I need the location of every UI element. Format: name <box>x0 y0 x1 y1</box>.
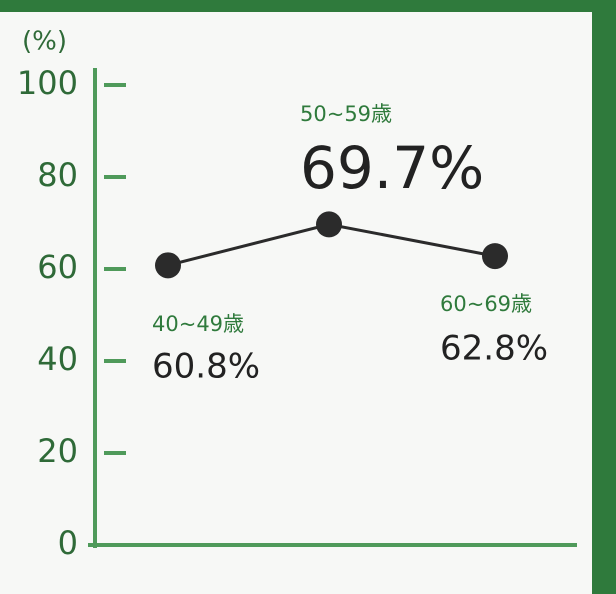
point <box>155 252 181 279</box>
value-label: 69.7% <box>300 134 484 202</box>
frame-right <box>592 0 616 594</box>
category-label: 50~59歳 <box>300 102 392 126</box>
value-label: 60.8% <box>152 347 260 387</box>
frame-top <box>0 0 616 12</box>
value-label: 62.8% <box>440 329 548 369</box>
y-tick-label: 20 <box>37 432 78 470</box>
y-axis-label: (%) <box>22 27 67 57</box>
category-label: 40~49歳 <box>152 312 244 336</box>
y-tick-label: 0 <box>58 524 78 562</box>
y-tick-label: 80 <box>37 156 78 194</box>
y-tick-label: 40 <box>37 340 78 378</box>
category-label: 60~69歳 <box>440 292 532 316</box>
point <box>482 243 508 270</box>
point <box>316 211 342 238</box>
y-tick-label: 60 <box>37 248 78 286</box>
y-tick-label: 100 <box>17 64 78 102</box>
